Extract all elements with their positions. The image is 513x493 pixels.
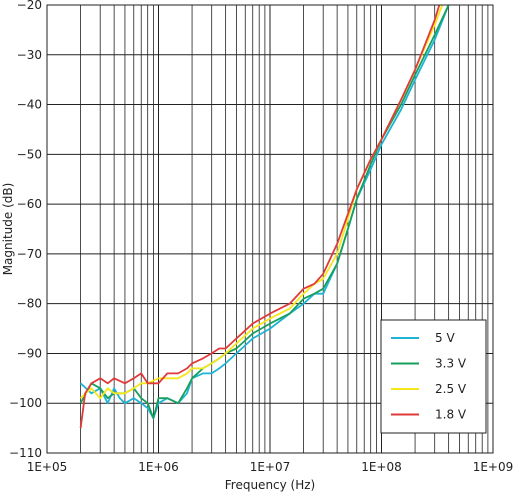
y-tick-label: −90: [17, 346, 42, 360]
y-tick-label: −50: [17, 147, 42, 161]
legend-label: 1.8 V: [435, 408, 467, 422]
x-tick-label: 1E+08: [361, 460, 402, 474]
plot-frame: [46, 4, 494, 454]
y-tick-label: −70: [17, 247, 42, 261]
legend-box: [380, 319, 487, 434]
series-line: [79, 4, 441, 429]
y-tick-label: −30: [17, 48, 42, 62]
y-tick-label: −20: [17, 0, 42, 12]
y-tick-label: −60: [17, 197, 42, 211]
y-tick-label: −100: [9, 396, 42, 410]
y-tick-label: −80: [17, 297, 42, 311]
x-tick-label: 1E+05: [27, 460, 68, 474]
x-tick-label: 1E+09: [473, 460, 513, 474]
x-tick-label: 1E+07: [250, 460, 291, 474]
y-tick-label: −40: [17, 98, 42, 112]
legend: 5 V 3.3 V 2.5 V 1.8 V: [380, 319, 487, 434]
legend-label: 2.5 V: [435, 382, 467, 396]
y-axis-title: Magnitude (dB): [1, 183, 15, 276]
x-tick-label: 1E+06: [138, 460, 179, 474]
y-tick-label: −110: [9, 446, 42, 460]
x-axis-title: Frequency (Hz): [225, 478, 316, 492]
legend-label: 5 V: [435, 331, 455, 345]
tick-labels: 1E+05 1E+06 1E+07 1E+08 1E+09 −20 −30 −40 −50 −60…: [9, 0, 513, 474]
series-lines: [79, 4, 450, 429]
legend-label: 3.3 V: [435, 357, 467, 371]
